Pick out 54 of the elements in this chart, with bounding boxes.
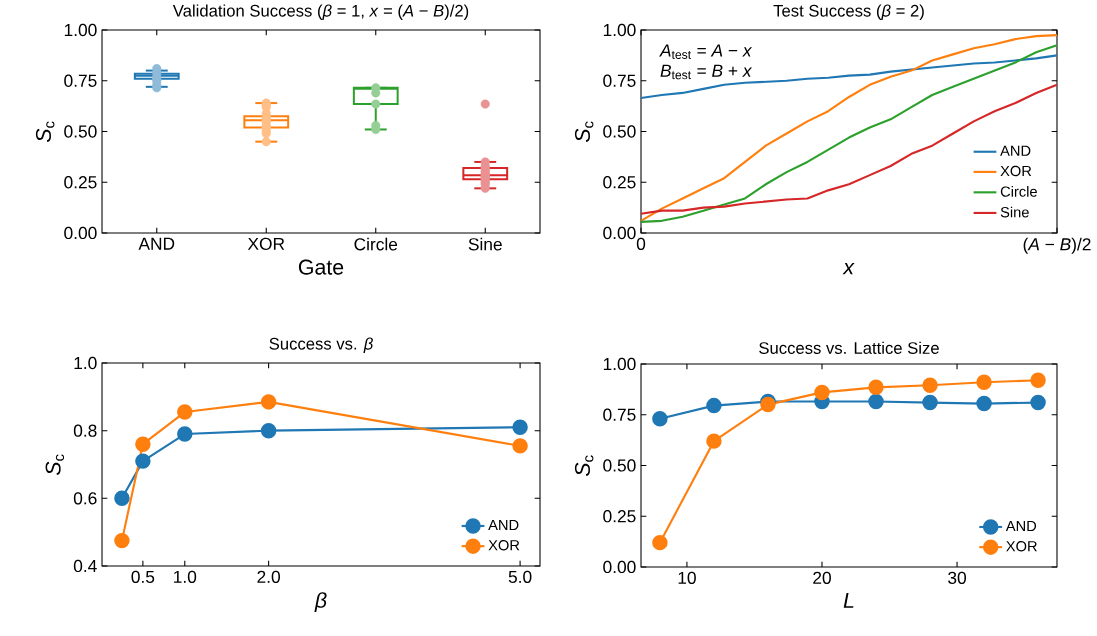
y-tick-label: 0.00: [603, 226, 636, 240]
x-tick-label: 0: [636, 237, 646, 250]
x-axis-title: β: [314, 592, 327, 613]
y-axis-title: S$_{c}$: [35, 121, 55, 143]
legend-label: Sine: [1000, 206, 1029, 218]
x-tick-label: Circle: [354, 237, 398, 251]
y-tick-label: 1.00: [64, 23, 97, 37]
y-tick-label: 0.00: [64, 226, 97, 240]
y-axis-title: S$_{c}$: [574, 455, 594, 477]
y-tick-label: 0.75: [603, 408, 636, 421]
y-tick-label: 0.00: [603, 560, 636, 574]
x-axis-title: L: [843, 593, 854, 608]
legend-label: XOR: [1006, 541, 1037, 552]
x-tick-label: 20: [813, 571, 831, 584]
x-tick-label: (A − B)/2: [1023, 237, 1091, 254]
y-tick-label: 0.50: [603, 125, 636, 138]
annotation: A$_{test}$ = A − x: [659, 44, 753, 59]
legend-label: XOR: [488, 540, 520, 551]
y-tick-label: 0.75: [603, 74, 636, 87]
y-tick-label: 0.25: [603, 176, 636, 189]
chart-title: Success vs. Lattice Size: [759, 341, 939, 354]
y-tick-label: 1.0: [74, 356, 97, 370]
legend-label: AND: [1005, 520, 1037, 532]
y-axis-title: S$_{c}$: [45, 454, 65, 476]
x-tick-label: Sine: [468, 237, 502, 251]
y-tick-label: 0.8: [73, 424, 97, 437]
x-tick-label: XOR: [247, 237, 285, 250]
x-axis-title: x: [842, 263, 855, 275]
x-tick-label: AND: [138, 237, 175, 250]
x-tick-label: 2.0: [257, 570, 280, 583]
chart-title: Test Success (β = 2): [773, 4, 924, 20]
y-tick-label: 0.25: [603, 510, 636, 523]
x-axis-title: Gate: [298, 259, 344, 275]
y-tick-label: 0.4: [73, 559, 97, 573]
y-tick-label: 0.25: [64, 176, 97, 189]
y-tick-label: 1.00: [603, 23, 636, 37]
legend-label: Circle: [1000, 186, 1037, 197]
annotation: B$_{test}$ = B + x: [660, 64, 753, 80]
y-tick-label: 0.50: [603, 459, 636, 472]
y-tick-label: 0.75: [64, 74, 97, 87]
legend-label: AND: [1000, 145, 1031, 156]
legend-label: XOR: [1000, 165, 1032, 177]
legend-label: AND: [488, 519, 519, 531]
x-tick-label: 10: [678, 571, 696, 584]
y-tick-label: 1.00: [603, 357, 636, 371]
x-tick-label: 30: [948, 571, 967, 584]
chart-title: Validation Success (β = 1, x = (A − B)/2): [172, 4, 469, 20]
y-tick-label: 0.6: [73, 492, 97, 505]
x-tick-label: 0.5: [131, 570, 155, 583]
y-tick-label: 0.50: [64, 125, 97, 138]
x-tick-label: 5.0: [508, 570, 532, 583]
x-tick-label: 1.0: [174, 570, 197, 583]
y-axis-title: S$_{c}$: [574, 121, 594, 143]
chart-title: Success vs. β: [269, 337, 373, 353]
